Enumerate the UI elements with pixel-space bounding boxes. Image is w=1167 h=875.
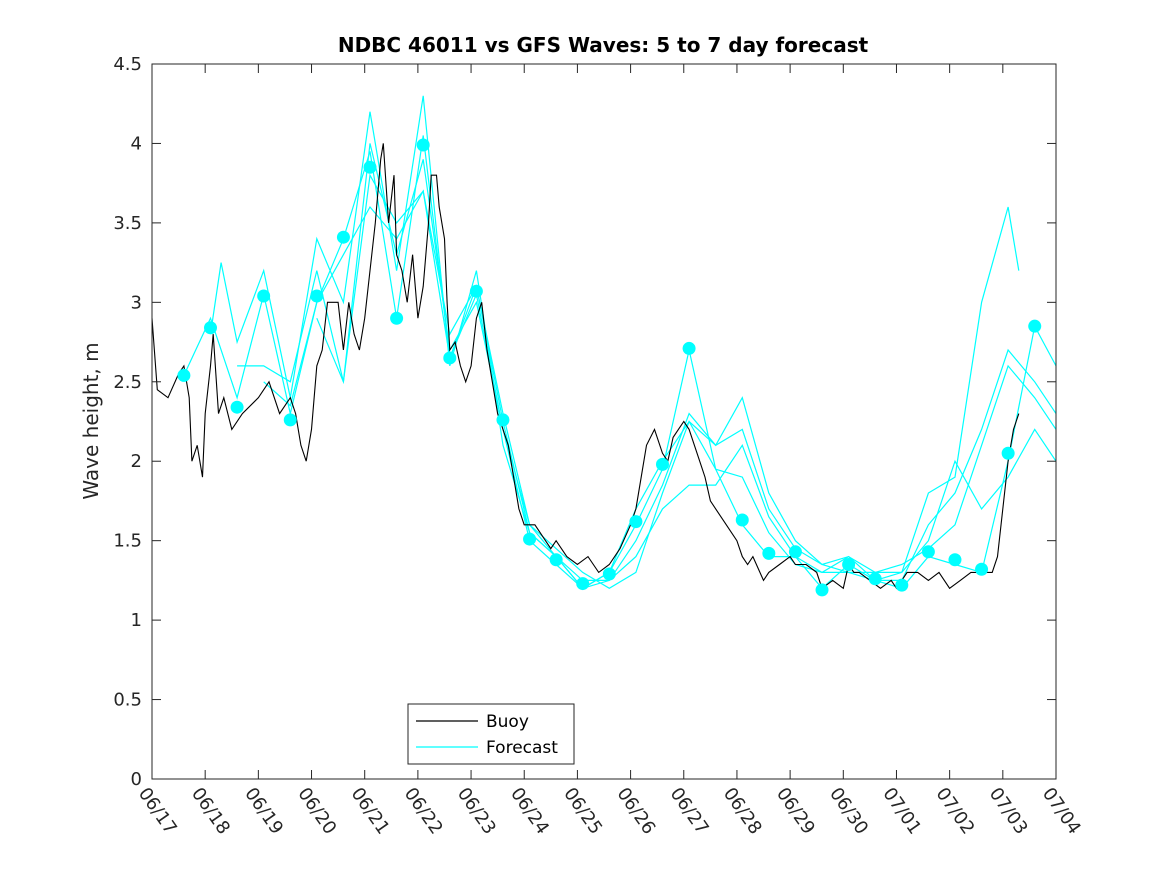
forecast-marker-7 — [336, 230, 350, 244]
forecast-marker-3 — [230, 400, 244, 414]
forecast-marker-8 — [363, 160, 377, 174]
plot-area — [152, 64, 1056, 779]
forecast-marker-2 — [203, 321, 217, 335]
y-tick-label: 4.5 — [113, 54, 142, 75]
forecast-marker-20 — [682, 341, 696, 355]
buoy-line — [151, 143, 1020, 590]
x-tick-label: 06/24 — [506, 784, 553, 839]
forecast-marker-6 — [310, 289, 324, 303]
y-tick-label: 2 — [131, 451, 142, 472]
x-tick-label: 06/26 — [612, 784, 659, 839]
x-tick-label: 06/25 — [559, 784, 606, 839]
forecast-marker-27 — [895, 578, 909, 592]
y-tick-label: 0.5 — [113, 690, 142, 711]
plot-background — [152, 64, 1056, 779]
legend-box — [407, 703, 575, 765]
forecast-marker-14 — [523, 532, 537, 546]
x-tick-label: 07/04 — [1038, 784, 1085, 839]
forecast-marker-10 — [416, 138, 430, 152]
forecast-marker-31 — [1001, 446, 1015, 460]
forecast-marker-26 — [868, 572, 882, 586]
forecast-marker-9 — [390, 311, 404, 325]
y-axis-label: Wave height, m — [79, 342, 103, 499]
forecast-marker-4 — [257, 289, 271, 303]
forecast-marker-5 — [283, 413, 297, 427]
x-tick-label: 06/28 — [719, 784, 766, 839]
forecast-marker-13 — [496, 413, 510, 427]
forecast-line-5 — [316, 173, 1057, 590]
forecast-marker-18 — [629, 515, 643, 529]
forecast-marker-23 — [788, 545, 802, 559]
y-tick-label: 0 — [131, 769, 142, 790]
forecast-marker-1 — [177, 368, 191, 382]
forecast-marker-24 — [815, 583, 829, 597]
x-tick-label: 07/01 — [878, 784, 925, 839]
y-tick-label: 3 — [131, 292, 142, 313]
x-tick-label: 06/20 — [293, 784, 340, 839]
y-tick-label: 1.5 — [113, 531, 142, 552]
legend: Buoy Forecast — [407, 703, 575, 765]
x-tick-label: 07/03 — [985, 784, 1032, 839]
y-tick-label: 3.5 — [113, 213, 142, 234]
forecast-marker-22 — [762, 546, 776, 560]
legend-label-buoy: Buoy — [486, 712, 529, 732]
forecast-marker-25 — [842, 558, 856, 571]
y-tick-label: 1 — [131, 610, 142, 631]
y-tick-label: 4 — [131, 133, 142, 154]
forecast-marker-32 — [1028, 319, 1042, 333]
chart-title: NDBC 46011 vs GFS Waves: 5 to 7 day fore… — [338, 33, 869, 57]
x-tick-label: 06/27 — [666, 784, 713, 839]
x-tick-label: 06/21 — [347, 784, 394, 839]
x-tick-label: 06/19 — [240, 784, 287, 839]
forecast-marker-11 — [443, 351, 457, 365]
x-tick-label: 06/18 — [187, 784, 234, 839]
forecast-marker-29 — [948, 553, 962, 567]
forecast-marker-19 — [655, 457, 669, 471]
y-tick-label: 2.5 — [113, 372, 142, 393]
x-tick-label: 06/23 — [453, 784, 500, 839]
forecast-marker-16 — [576, 577, 590, 591]
forecast-marker-21 — [735, 513, 749, 527]
legend-label-forecast: Forecast — [486, 738, 558, 758]
series-group — [151, 95, 1057, 597]
forecast-marker-30 — [975, 562, 989, 576]
forecast-marker-17 — [602, 567, 616, 581]
forecast-marker-28 — [921, 545, 935, 559]
x-tick-label: 07/02 — [932, 784, 979, 839]
x-tick-label: 06/17 — [134, 784, 181, 839]
axes-frame — [151, 63, 1057, 780]
forecast-marker-15 — [549, 553, 563, 567]
x-tick-label: 06/29 — [772, 784, 819, 839]
x-tick-label: 06/22 — [400, 784, 447, 839]
x-tick-label: 06/30 — [825, 784, 872, 839]
forecast-marker-12 — [469, 284, 483, 298]
